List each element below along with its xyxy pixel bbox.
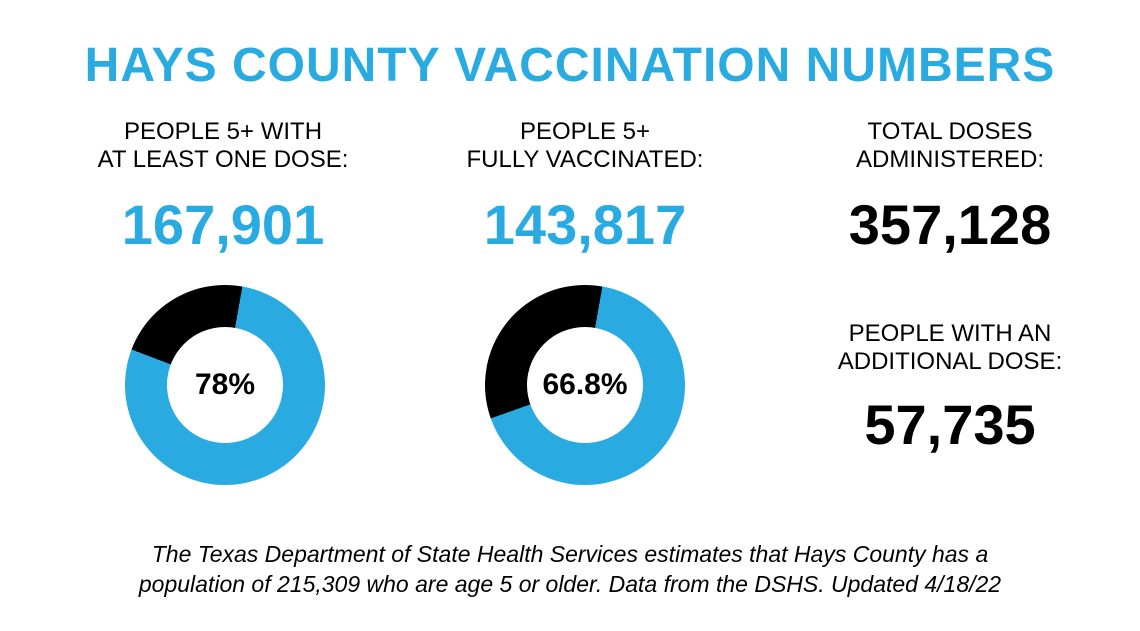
col1-label: PEOPLE 5+ WITH AT LEAST ONE DOSE: [63, 118, 383, 173]
col2-label: PEOPLE 5+ FULLY VACCINATED: [425, 118, 745, 173]
col3-top-value: 357,128 [790, 192, 1110, 257]
col2-donut-percent: 66.8% [542, 368, 627, 402]
footnote-line1: The Texas Department of State Health Ser… [152, 541, 989, 567]
col1-donut: 78% [125, 285, 325, 485]
col1-donut-hole: 78% [167, 327, 283, 443]
col2-label-line1: PEOPLE 5+ [520, 118, 650, 145]
col3-bot-label: PEOPLE WITH AN ADDITIONAL DOSE: [790, 320, 1110, 375]
col3-bot-label-line1: PEOPLE WITH AN [849, 320, 1052, 347]
col1-value: 167,901 [63, 192, 383, 257]
page-title: HAYS COUNTY VACCINATION NUMBERS [0, 38, 1140, 93]
col3-top-label-line1: TOTAL DOSES [868, 118, 1033, 145]
col2-donut: 66.8% [485, 285, 685, 485]
col1-label-line1: PEOPLE 5+ WITH [124, 118, 322, 145]
col3-top-label-line2: ADMINISTERED: [856, 146, 1044, 173]
footnote: The Texas Department of State Health Ser… [0, 540, 1140, 600]
col1-donut-percent: 78% [195, 368, 255, 402]
col3-top-label: TOTAL DOSES ADMINISTERED: [790, 118, 1110, 173]
col2-label-line2: FULLY VACCINATED: [467, 146, 704, 173]
footnote-line2: population of 215,309 who are age 5 or o… [139, 571, 1001, 597]
col2-donut-hole: 66.8% [527, 327, 643, 443]
col3-bot-label-line2: ADDITIONAL DOSE: [838, 348, 1062, 375]
col3-bot-value: 57,735 [790, 392, 1110, 457]
col1-label-line2: AT LEAST ONE DOSE: [98, 146, 349, 173]
col2-value: 143,817 [425, 192, 745, 257]
